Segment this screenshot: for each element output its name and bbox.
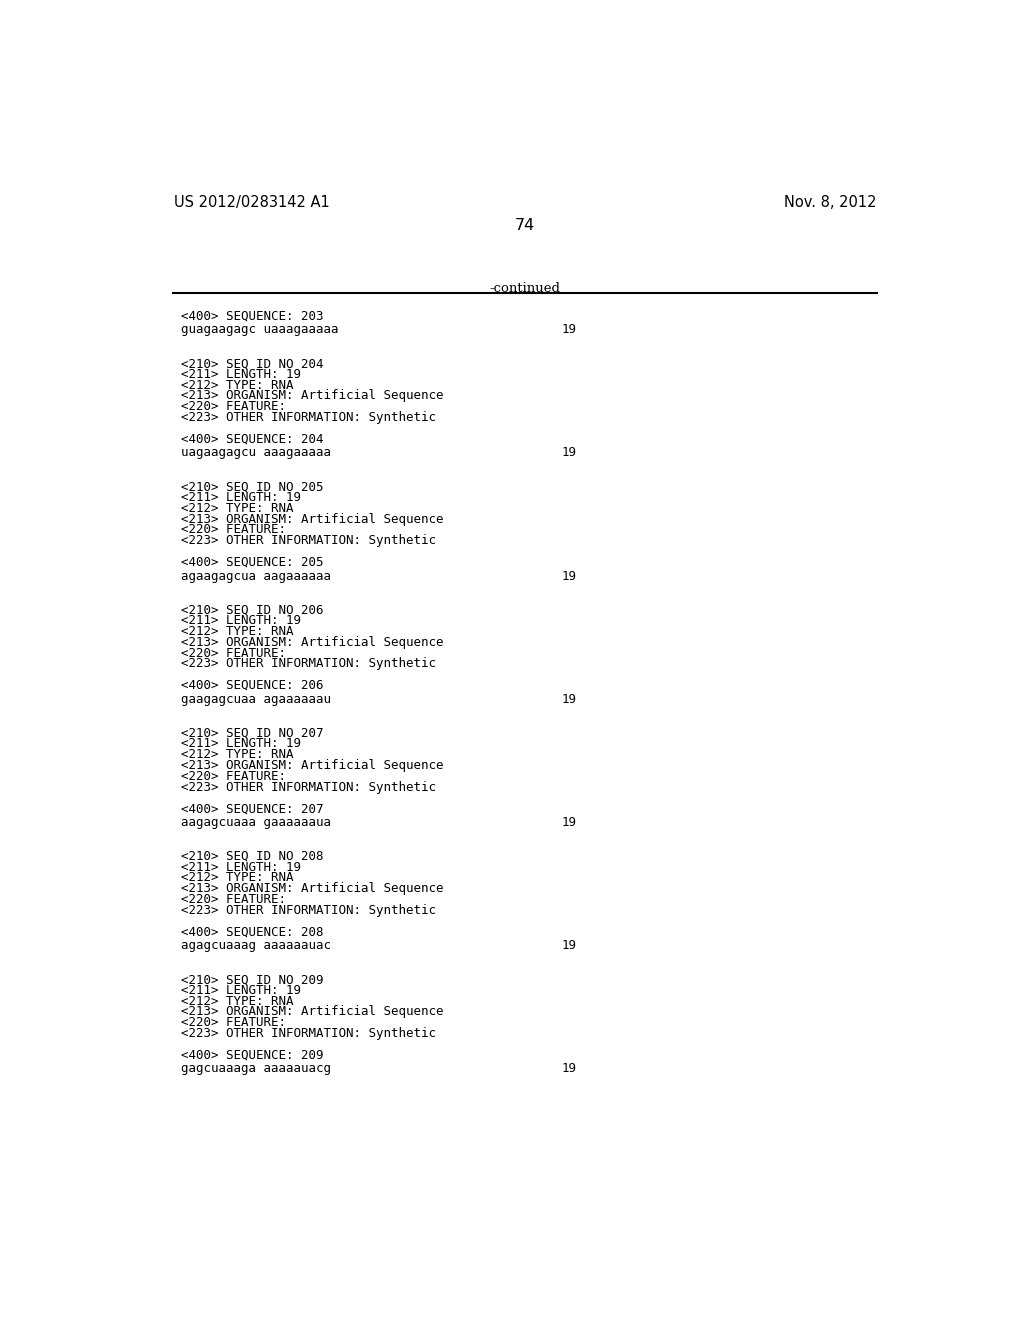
Text: <220> FEATURE:: <220> FEATURE: — [180, 400, 286, 413]
Text: 19: 19 — [562, 693, 577, 706]
Text: <212> TYPE: RNA: <212> TYPE: RNA — [180, 995, 293, 1007]
Text: <213> ORGANISM: Artificial Sequence: <213> ORGANISM: Artificial Sequence — [180, 1006, 443, 1019]
Text: <223> OTHER INFORMATION: Synthetic: <223> OTHER INFORMATION: Synthetic — [180, 904, 435, 917]
Text: <213> ORGANISM: Artificial Sequence: <213> ORGANISM: Artificial Sequence — [180, 636, 443, 649]
Text: <210> SEQ ID NO 209: <210> SEQ ID NO 209 — [180, 973, 324, 986]
Text: <220> FEATURE:: <220> FEATURE: — [180, 647, 286, 660]
Text: <220> FEATURE:: <220> FEATURE: — [180, 1016, 286, 1030]
Text: uagaagagcu aaagaaaaa: uagaagagcu aaagaaaaa — [180, 446, 331, 459]
Text: <400> SEQUENCE: 204: <400> SEQUENCE: 204 — [180, 433, 324, 446]
Text: <223> OTHER INFORMATION: Synthetic: <223> OTHER INFORMATION: Synthetic — [180, 411, 435, 424]
Text: <212> TYPE: RNA: <212> TYPE: RNA — [180, 626, 293, 638]
Text: <210> SEQ ID NO 206: <210> SEQ ID NO 206 — [180, 603, 324, 616]
Text: 19: 19 — [562, 1063, 577, 1076]
Text: <400> SEQUENCE: 205: <400> SEQUENCE: 205 — [180, 556, 324, 569]
Text: <212> TYPE: RNA: <212> TYPE: RNA — [180, 748, 293, 762]
Text: <213> ORGANISM: Artificial Sequence: <213> ORGANISM: Artificial Sequence — [180, 882, 443, 895]
Text: gaagagcuaa agaaaaaau: gaagagcuaa agaaaaaau — [180, 693, 331, 706]
Text: <210> SEQ ID NO 207: <210> SEQ ID NO 207 — [180, 726, 324, 739]
Text: <223> OTHER INFORMATION: Synthetic: <223> OTHER INFORMATION: Synthetic — [180, 780, 435, 793]
Text: 19: 19 — [562, 940, 577, 952]
Text: <210> SEQ ID NO 208: <210> SEQ ID NO 208 — [180, 850, 324, 863]
Text: agagcuaaag aaaaaauac: agagcuaaag aaaaaauac — [180, 940, 331, 952]
Text: <213> ORGANISM: Artificial Sequence: <213> ORGANISM: Artificial Sequence — [180, 389, 443, 403]
Text: 19: 19 — [562, 816, 577, 829]
Text: <211> LENGTH: 19: <211> LENGTH: 19 — [180, 614, 301, 627]
Text: gagcuaaaga aaaaauacg: gagcuaaaga aaaaauacg — [180, 1063, 331, 1076]
Text: 19: 19 — [562, 570, 577, 582]
Text: <212> TYPE: RNA: <212> TYPE: RNA — [180, 502, 293, 515]
Text: <220> FEATURE:: <220> FEATURE: — [180, 892, 286, 906]
Text: <400> SEQUENCE: 208: <400> SEQUENCE: 208 — [180, 925, 324, 939]
Text: <223> OTHER INFORMATION: Synthetic: <223> OTHER INFORMATION: Synthetic — [180, 1027, 435, 1040]
Text: <213> ORGANISM: Artificial Sequence: <213> ORGANISM: Artificial Sequence — [180, 512, 443, 525]
Text: <400> SEQUENCE: 206: <400> SEQUENCE: 206 — [180, 678, 324, 692]
Text: guagaagagc uaaagaaaaa: guagaagagc uaaagaaaaa — [180, 323, 338, 337]
Text: <211> LENGTH: 19: <211> LENGTH: 19 — [180, 861, 301, 874]
Text: Nov. 8, 2012: Nov. 8, 2012 — [784, 195, 877, 210]
Text: 19: 19 — [562, 446, 577, 459]
Text: <211> LENGTH: 19: <211> LENGTH: 19 — [180, 983, 301, 997]
Text: <400> SEQUENCE: 203: <400> SEQUENCE: 203 — [180, 309, 324, 322]
Text: 19: 19 — [562, 323, 577, 337]
Text: <213> ORGANISM: Artificial Sequence: <213> ORGANISM: Artificial Sequence — [180, 759, 443, 772]
Text: <223> OTHER INFORMATION: Synthetic: <223> OTHER INFORMATION: Synthetic — [180, 535, 435, 548]
Text: <400> SEQUENCE: 209: <400> SEQUENCE: 209 — [180, 1048, 324, 1061]
Text: <223> OTHER INFORMATION: Synthetic: <223> OTHER INFORMATION: Synthetic — [180, 657, 435, 671]
Text: US 2012/0283142 A1: US 2012/0283142 A1 — [174, 195, 331, 210]
Text: <212> TYPE: RNA: <212> TYPE: RNA — [180, 379, 293, 392]
Text: aagagcuaaa gaaaaaaua: aagagcuaaa gaaaaaaua — [180, 816, 331, 829]
Text: <220> FEATURE:: <220> FEATURE: — [180, 524, 286, 536]
Text: <210> SEQ ID NO 205: <210> SEQ ID NO 205 — [180, 480, 324, 494]
Text: <211> LENGTH: 19: <211> LENGTH: 19 — [180, 738, 301, 751]
Text: <212> TYPE: RNA: <212> TYPE: RNA — [180, 871, 293, 884]
Text: -continued: -continued — [489, 281, 560, 294]
Text: 74: 74 — [515, 218, 535, 234]
Text: <400> SEQUENCE: 207: <400> SEQUENCE: 207 — [180, 803, 324, 816]
Text: <211> LENGTH: 19: <211> LENGTH: 19 — [180, 491, 301, 504]
Text: <211> LENGTH: 19: <211> LENGTH: 19 — [180, 368, 301, 381]
Text: <210> SEQ ID NO 204: <210> SEQ ID NO 204 — [180, 358, 324, 370]
Text: <220> FEATURE:: <220> FEATURE: — [180, 770, 286, 783]
Text: agaagagcua aagaaaaaa: agaagagcua aagaaaaaa — [180, 570, 331, 582]
